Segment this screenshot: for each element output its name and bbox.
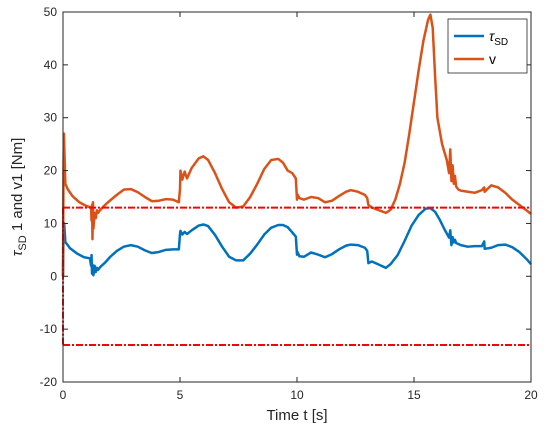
y-tick-label: 20 <box>44 164 58 178</box>
y-axis-title-subscript: SD <box>17 235 29 250</box>
legend-label-tau-sd: τSD <box>489 28 508 48</box>
y-tick-label: -10 <box>40 322 58 336</box>
legend: τSD v <box>447 18 528 74</box>
y-tick-label: 30 <box>44 111 58 125</box>
y-tick-label: 0 <box>50 269 57 283</box>
legend-label-v: v <box>489 51 496 67</box>
legend-label-tau-subscript: SD <box>494 37 508 48</box>
plot-frame <box>62 11 532 383</box>
y-tick-label: 50 <box>44 5 58 19</box>
legend-label-v-text: v <box>489 51 496 67</box>
y-axis-title-rest: 1 and v1 [Nm] <box>9 138 26 236</box>
legend-box <box>447 18 528 74</box>
x-tick-label: 20 <box>524 388 538 402</box>
y-tick-label: 10 <box>44 216 58 230</box>
y-axis-title-symbol: τ <box>9 249 26 256</box>
y-axis-title: τSD 1 and v1 [Nm] <box>9 138 29 256</box>
y-tick-label: -20 <box>40 375 58 389</box>
x-tick-label: 5 <box>177 388 184 402</box>
x-axis-title: Time t [s] <box>266 407 327 424</box>
x-tick-label: 0 <box>60 388 67 402</box>
legend-label-tau-symbol: τ <box>489 28 495 44</box>
series-line-0 <box>61 206 532 277</box>
x-tick-label: 15 <box>407 388 421 402</box>
y-tick-label: 40 <box>44 58 58 72</box>
series-line-1 <box>61 13 532 277</box>
x-tick-label: 10 <box>290 388 304 402</box>
